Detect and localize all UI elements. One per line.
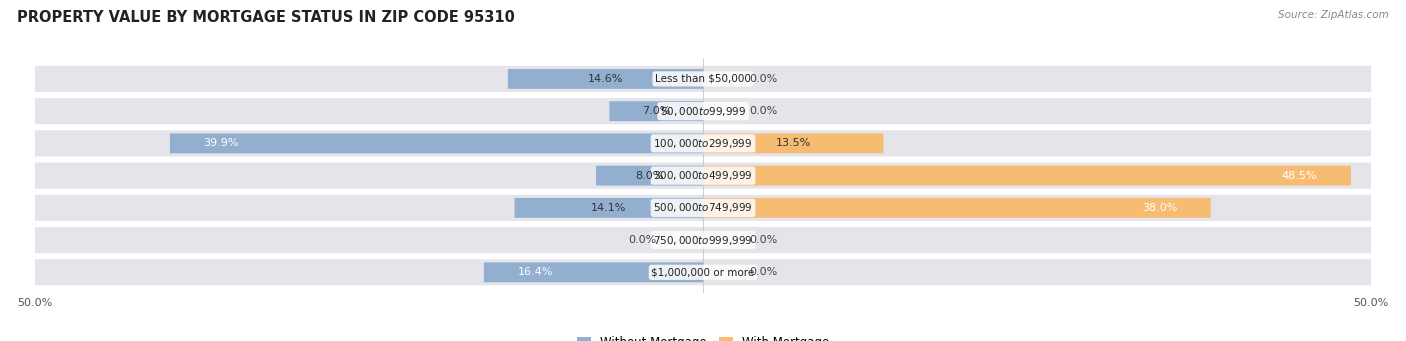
Legend: Without Mortgage, With Mortgage: Without Mortgage, With Mortgage	[572, 331, 834, 341]
Text: 7.0%: 7.0%	[643, 106, 671, 116]
FancyBboxPatch shape	[703, 166, 1351, 186]
Text: $300,000 to $499,999: $300,000 to $499,999	[654, 169, 752, 182]
FancyBboxPatch shape	[35, 98, 1371, 124]
FancyBboxPatch shape	[35, 195, 1371, 221]
Text: PROPERTY VALUE BY MORTGAGE STATUS IN ZIP CODE 95310: PROPERTY VALUE BY MORTGAGE STATUS IN ZIP…	[17, 10, 515, 25]
Text: 16.4%: 16.4%	[517, 267, 553, 277]
FancyBboxPatch shape	[703, 133, 883, 153]
Text: 39.9%: 39.9%	[204, 138, 239, 148]
FancyBboxPatch shape	[484, 262, 703, 282]
Text: 0.0%: 0.0%	[749, 106, 778, 116]
Text: 48.5%: 48.5%	[1282, 170, 1317, 181]
Text: 8.0%: 8.0%	[636, 170, 664, 181]
FancyBboxPatch shape	[609, 101, 703, 121]
Text: $750,000 to $999,999: $750,000 to $999,999	[654, 234, 752, 247]
Text: $50,000 to $99,999: $50,000 to $99,999	[659, 105, 747, 118]
FancyBboxPatch shape	[35, 130, 1371, 157]
FancyBboxPatch shape	[508, 69, 703, 89]
Text: $1,000,000 or more: $1,000,000 or more	[651, 267, 755, 277]
FancyBboxPatch shape	[35, 163, 1371, 189]
Text: 13.5%: 13.5%	[776, 138, 811, 148]
Text: 0.0%: 0.0%	[749, 235, 778, 245]
FancyBboxPatch shape	[596, 166, 703, 186]
FancyBboxPatch shape	[35, 259, 1371, 285]
Text: Source: ZipAtlas.com: Source: ZipAtlas.com	[1278, 10, 1389, 20]
Text: $100,000 to $299,999: $100,000 to $299,999	[654, 137, 752, 150]
Text: 0.0%: 0.0%	[749, 74, 778, 84]
FancyBboxPatch shape	[35, 66, 1371, 92]
Text: 38.0%: 38.0%	[1142, 203, 1177, 213]
Text: 0.0%: 0.0%	[628, 235, 657, 245]
FancyBboxPatch shape	[170, 133, 703, 153]
FancyBboxPatch shape	[703, 198, 1211, 218]
Text: 14.1%: 14.1%	[591, 203, 627, 213]
FancyBboxPatch shape	[35, 227, 1371, 253]
Text: 14.6%: 14.6%	[588, 74, 623, 84]
Text: 0.0%: 0.0%	[749, 267, 778, 277]
FancyBboxPatch shape	[515, 198, 703, 218]
Text: $500,000 to $749,999: $500,000 to $749,999	[654, 201, 752, 214]
Text: Less than $50,000: Less than $50,000	[655, 74, 751, 84]
